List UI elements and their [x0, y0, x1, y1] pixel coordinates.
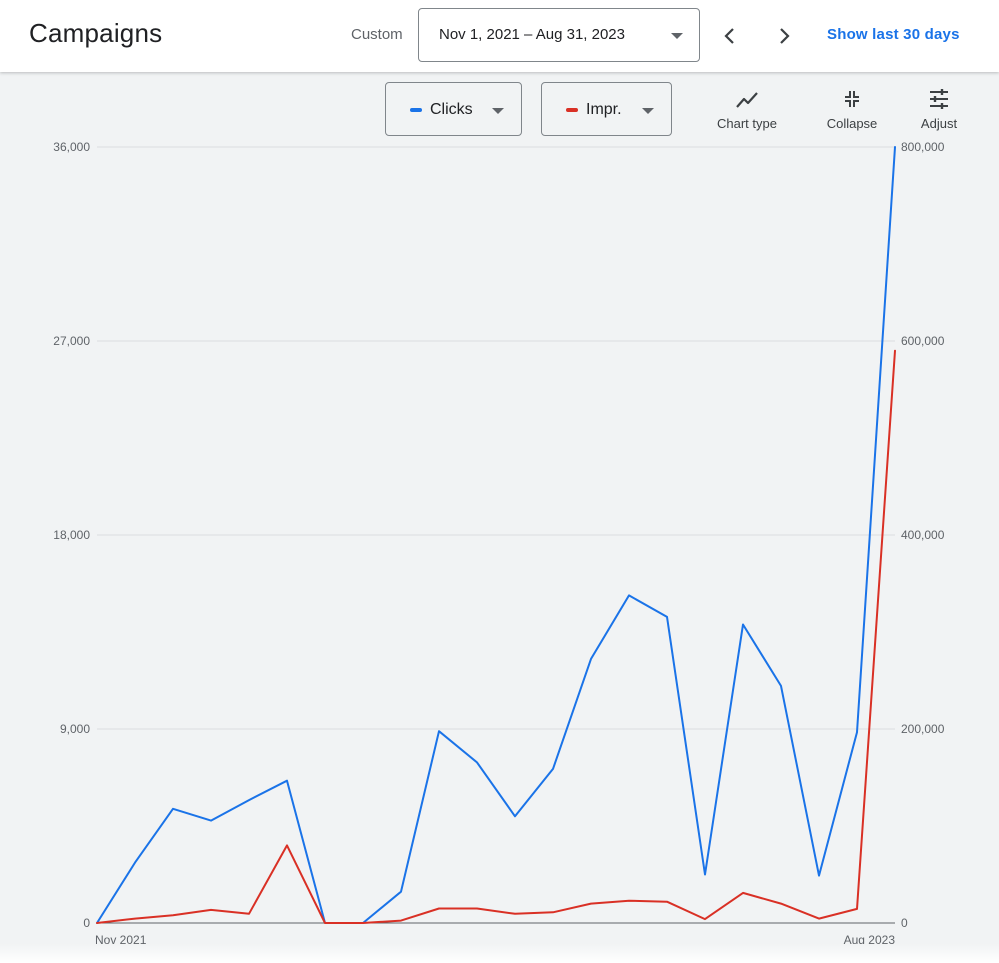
y-left-tick-label: 0: [83, 916, 90, 930]
metric-clicks-label: Clicks: [430, 101, 473, 118]
series-line-impr: [96, 349, 896, 924]
clicks-color-swatch: [410, 108, 422, 112]
chevron-left-icon: [724, 28, 734, 44]
collapse-button[interactable]: Collapse: [820, 88, 884, 138]
x-tick-label: Nov 2021: [95, 933, 147, 947]
dropdown-arrow-icon: [642, 108, 654, 114]
tune-icon: [930, 89, 948, 109]
date-range-dropdown[interactable]: Nov 1, 2021 – Aug 31, 2023: [418, 8, 700, 62]
collapse-icon: [845, 91, 859, 107]
y-left-tick-label: 36,000: [53, 140, 90, 154]
page-title: Campaigns: [29, 18, 163, 48]
metric-selector-impressions[interactable]: Impr.: [541, 82, 672, 136]
date-range-value: Nov 1, 2021 – Aug 31, 2023: [439, 26, 625, 43]
collapse-label: Collapse: [826, 116, 878, 131]
chevron-right-icon: [780, 28, 790, 44]
y-left-tick-label: 18,000: [53, 528, 90, 542]
header-bar: Campaigns Custom Nov 1, 2021 – Aug 31, 2…: [0, 0, 999, 72]
dropdown-arrow-icon: [492, 108, 504, 114]
show-last-30-days-link[interactable]: Show last 30 days: [827, 26, 960, 43]
y-right-tick-label: 600,000: [901, 334, 945, 348]
y-right-tick-label: 800,000: [901, 140, 945, 154]
x-tick-label: Aug 2023: [844, 933, 896, 947]
y-right-tick-label: 0: [901, 916, 908, 930]
line-chart-icon: [736, 92, 758, 108]
y-right-tick-label: 400,000: [901, 528, 945, 542]
y-right-tick-label: 200,000: [901, 722, 945, 736]
adjust-button[interactable]: Adjust: [914, 88, 964, 138]
bottom-fade: [0, 944, 999, 963]
impressions-color-swatch: [566, 108, 578, 112]
chart-type-button[interactable]: Chart type: [710, 88, 784, 138]
range-type-label: Custom: [351, 26, 403, 43]
y-left-tick-label: 27,000: [53, 334, 90, 348]
chart-type-label: Chart type: [717, 116, 777, 131]
metric-impressions-label: Impr.: [586, 101, 622, 118]
previous-period-button[interactable]: [711, 18, 747, 54]
y-left-tick-label: 9,000: [60, 722, 90, 736]
adjust-label: Adjust: [920, 116, 958, 131]
next-period-button[interactable]: [767, 18, 803, 54]
series-line-clicks: [96, 146, 896, 924]
dropdown-arrow-icon: [671, 33, 683, 39]
metric-selector-clicks[interactable]: Clicks: [385, 82, 522, 136]
